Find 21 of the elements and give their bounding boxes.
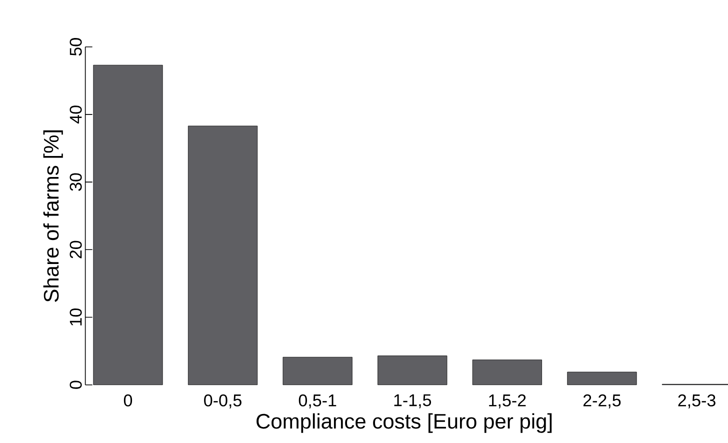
bar	[188, 126, 258, 385]
y-tick-label: 20	[70, 240, 82, 258]
bar	[282, 357, 352, 385]
x-tick-label: 2,5-3	[678, 394, 716, 408]
x-tick-label: 0	[124, 394, 132, 406]
bar	[567, 372, 637, 385]
x-tick-label: 0-0,5	[204, 394, 242, 408]
y-tick-label: 30	[70, 173, 82, 191]
x-tick-label: 1-1,5	[394, 394, 432, 408]
y-tick-label: 0	[70, 380, 82, 389]
x-axis-title: Compliance costs [Euro per pig]	[256, 413, 552, 433]
x-tick-label: 2-2,5	[583, 394, 621, 408]
x-tick-label: 0,5-1	[298, 394, 336, 408]
y-tick-label: 10	[70, 308, 82, 326]
bar	[378, 356, 447, 385]
y-tick-label: 40	[70, 106, 82, 124]
x-tick-label: 1,5-2	[489, 394, 526, 408]
y-tick-label: 50	[70, 38, 82, 56]
bar	[93, 65, 163, 385]
y-axis-title: Share of farms [%]	[43, 130, 63, 302]
bar	[472, 360, 542, 385]
